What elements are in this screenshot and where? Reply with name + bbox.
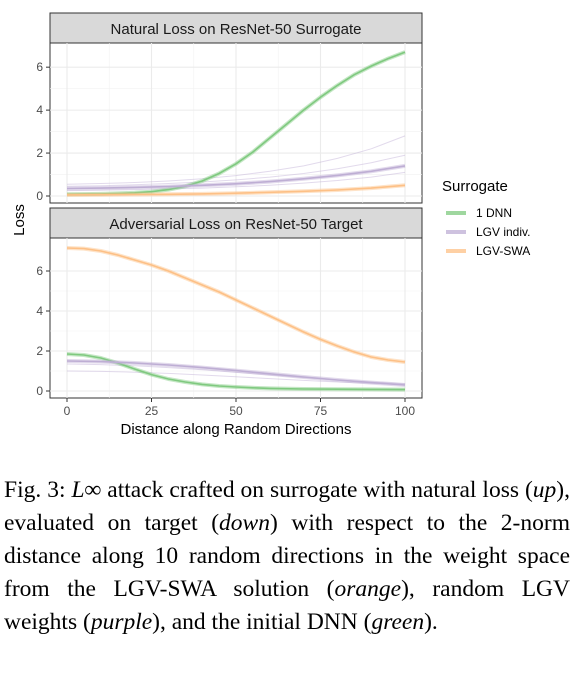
gridlines-natural-loss (50, 43, 422, 203)
panel-adversarial-loss: Adversarial Loss on ResNet-50 Target 0 2 4… (36, 207, 423, 399)
caption-math: L∞ (71, 477, 102, 503)
faint-lines-natural-loss (66, 135, 406, 192)
y-tick-label: 0 (36, 189, 43, 203)
strip-adversarial-loss (49, 207, 423, 239)
y-tick-label: 2 (36, 344, 43, 358)
x-tick-label: 25 (145, 404, 159, 418)
panel-natural-loss: Natural Loss on ResNet-50 Surrogate 0 2 4 6 (36, 12, 423, 204)
series-line-1-dnn (66, 51, 406, 196)
series-line-lgv-swa (66, 184, 406, 196)
legend-items: 1 DNN LGV indiv. LGV-SWA (446, 206, 530, 258)
series-line-lgv-indiv (66, 360, 406, 386)
faint-series-line (66, 370, 406, 386)
faint-series-line (66, 135, 406, 185)
panel-title-natural-loss: Natural Loss on ResNet-50 Surrogate (111, 21, 362, 38)
x-ticks: 0 25 50 75 100 (64, 398, 415, 418)
caption-fig-label: Fig. 3: (4, 477, 66, 503)
y-axis-title: Loss (11, 204, 28, 236)
legend-label-lgv-swa: LGV-SWA (476, 244, 530, 258)
x-axis-title: Distance along Random Directions (121, 421, 352, 438)
y-tick-label: 6 (36, 264, 43, 278)
legend-label-lgv-indiv: LGV indiv. (476, 225, 530, 239)
legend-title: Surrogate (442, 178, 508, 195)
y-tick-label: 2 (36, 146, 43, 160)
series-line-lgv-indiv (66, 165, 406, 190)
strip-natural-loss (49, 12, 423, 44)
series-line-lgv-swa (66, 247, 406, 363)
y-ticks-natural-loss: 0 2 4 6 (36, 60, 50, 203)
y-tick-label: 4 (36, 304, 43, 318)
y-tick-label: 6 (36, 60, 43, 74)
legend-label-1-dnn: 1 DNN (476, 206, 512, 220)
x-tick-label: 0 (64, 404, 71, 418)
x-tick-label: 100 (395, 404, 415, 418)
faint-series-line (66, 171, 406, 192)
faint-series-line (66, 154, 406, 187)
legend: Surrogate 1 DNN LGV indiv. LGV-SWA (442, 178, 530, 258)
figure-caption: Fig. 3: L∞ attack crafted on surrogate w… (4, 477, 570, 635)
figure-chart: Natural Loss on ResNet-50 Surrogate 0 2 4 6… (11, 12, 530, 438)
series-lines-adversarial-loss (66, 246, 406, 392)
y-tick-label: 4 (36, 103, 43, 117)
panel-title-adversarial-loss: Adversarial Loss on ResNet-50 Target (109, 216, 363, 233)
y-ticks-adversarial-loss: 0 2 4 6 (36, 264, 50, 398)
y-tick-label: 0 (36, 384, 43, 398)
x-tick-label: 50 (229, 404, 243, 418)
series-lines-natural-loss (66, 50, 406, 197)
x-tick-label: 75 (314, 404, 328, 418)
